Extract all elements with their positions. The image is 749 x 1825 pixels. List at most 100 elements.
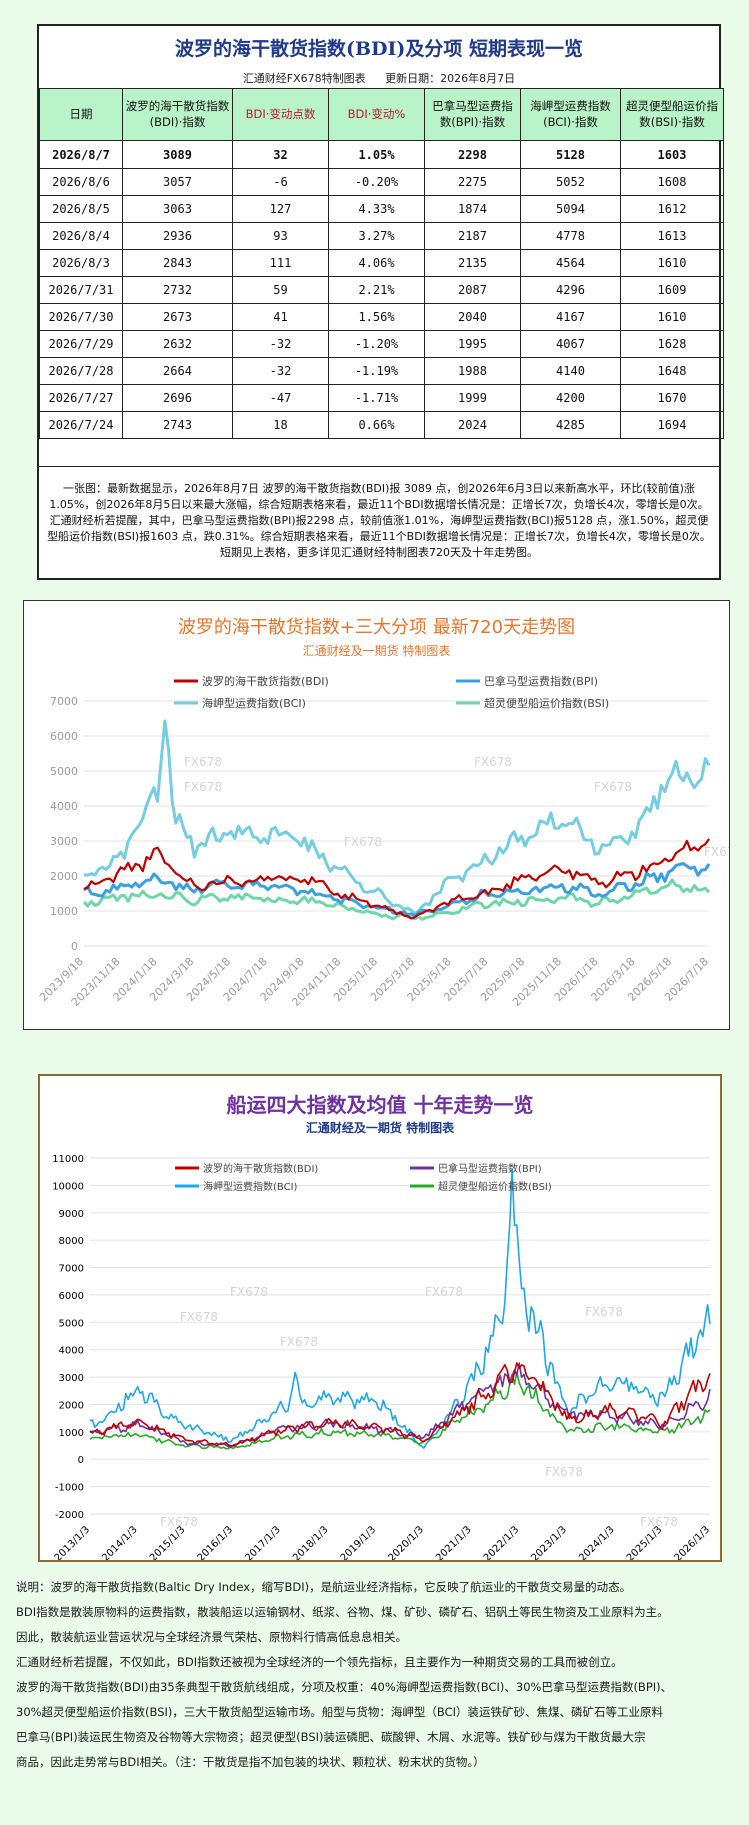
y-tick-label: 0 — [71, 940, 78, 953]
chart-title: 船运四大指数及均值 十年走势一览 — [227, 1093, 534, 1117]
table-row: 2026/7/24 2743 18 0.66% 2024 4285 1694 — [39, 411, 724, 439]
table-cell: 2040 — [424, 303, 521, 331]
x-tick-label: 2013/1/3 — [53, 1524, 93, 1560]
watermark: FX678 — [180, 1310, 218, 1324]
table-cell: 4.33% — [328, 195, 425, 223]
y-tick-label: 10000 — [52, 1181, 84, 1192]
table-cell: 2026/7/24 — [39, 411, 123, 439]
table-cell: 1694 — [620, 411, 724, 439]
summary-panel: 波罗的海干散货指数(BDI)及分项 短期表现一览 汇通财经FX678特制图表 更… — [37, 24, 724, 580]
table-cell: 2732 — [122, 276, 233, 304]
y-tick-label: -2000 — [55, 1510, 84, 1521]
header-bci: 海岬型运费指数(BCI)·指数 — [520, 88, 621, 141]
series-line — [89, 1168, 711, 1449]
table-cell: 1670 — [620, 384, 724, 412]
series-line — [89, 1362, 711, 1448]
watermark: FX678 — [545, 1465, 583, 1479]
update-date: 更新日期：2026年8月7日 — [385, 72, 516, 85]
y-tick-label: 7000 — [50, 695, 78, 708]
table-cell: 1999 — [424, 384, 521, 412]
table-cell: 2843 — [122, 249, 233, 277]
table-row: 2026/7/28 2664 -32 -1.19% 1988 4140 1648 — [39, 357, 724, 385]
maker-label: 汇通财经FX678特制图表 — [242, 72, 366, 85]
y-tick-label: 2000 — [59, 1400, 84, 1411]
header-bdi: 波罗的海干散货指数(BDI)·指数 — [122, 88, 233, 141]
series-line — [83, 838, 710, 920]
table-cell: 93 — [232, 222, 329, 250]
table-row: 2026/8/5 3063 127 4.33% 1874 5094 1612 — [39, 195, 724, 223]
table-cell: 2026/8/3 — [39, 249, 123, 277]
table-cell: 2026/8/5 — [39, 195, 123, 223]
table-cell: 2743 — [122, 411, 233, 439]
legend-label: 超灵便型船运价指数(BSI) — [438, 1180, 552, 1193]
header-date: 日期 — [39, 88, 123, 141]
explanation-line: 30%超灵便型船运价指数(BSI)，三大干散货船型运输市场。船型与货物：海岬型（… — [16, 1705, 664, 1719]
explanation-line: 巴拿马(BPI)装运民生物资及谷物等大宗物资；超灵便型(BSI)装运磷肥、碳酸钾… — [16, 1730, 646, 1744]
y-tick-label: 4000 — [59, 1346, 84, 1357]
header-bpi: 巴拿马型运费指数(BPI)·指数 — [424, 88, 521, 141]
table-cell: -6 — [232, 168, 329, 196]
x-tick-label: 2023/1/3 — [530, 1524, 570, 1560]
x-tick-label: 2025/1/3 — [625, 1524, 665, 1560]
table-cell: 1610 — [620, 249, 724, 277]
table-cell: 4285 — [520, 411, 621, 439]
table-cell: 1995 — [424, 330, 521, 358]
watermark: FX678 — [640, 1515, 678, 1529]
table-cell: 1988 — [424, 357, 521, 385]
table-cell: 2026/8/4 — [39, 222, 123, 250]
table-cell: 4140 — [520, 357, 621, 385]
y-tick-label: 7000 — [59, 1264, 84, 1275]
header-bdi-change: BDI·变动点数 — [232, 88, 329, 141]
table-cell: 1612 — [620, 195, 724, 223]
table-row: 2026/8/3 2843 111 4.06% 2135 4564 1610 — [39, 249, 724, 277]
table-cell: 3089 — [122, 140, 233, 169]
table-cell: 2026/8/7 — [39, 140, 123, 169]
table-cell: -32 — [232, 330, 329, 358]
x-tick-label: 2021/1/3 — [434, 1524, 474, 1560]
explanation-line: 汇通财经析若提醒，不仅如此，BDI指数还被视为全球经济的一个领先指标，且主要作为… — [16, 1655, 623, 1669]
y-tick-label: -1000 — [55, 1483, 84, 1494]
explanation-line: 说明：波罗的海干散货指数(Baltic Dry Index，缩写BDI)，是航运… — [16, 1580, 632, 1594]
table-row: 2026/7/27 2696 -47 -1.71% 1999 4200 1670 — [39, 384, 724, 412]
table-row: 2026/8/4 2936 93 3.27% 2187 4778 1613 — [39, 222, 724, 250]
watermark: FX678 — [344, 835, 382, 849]
series-line — [83, 862, 711, 917]
table-cell: 3.27% — [328, 222, 425, 250]
x-tick-label: 2018/1/3 — [291, 1524, 331, 1560]
x-tick-label: 2019/1/3 — [339, 1524, 379, 1560]
series-line — [89, 1362, 711, 1447]
table-cell: 1603 — [620, 140, 724, 169]
x-tick-label: 2020/1/3 — [386, 1524, 426, 1560]
table-cell: 1610 — [620, 303, 724, 331]
table-cell: 4067 — [520, 330, 621, 358]
series-line — [83, 719, 711, 916]
table-cell: 2026/7/31 — [39, 276, 123, 304]
table-cell: 1628 — [620, 330, 724, 358]
table-cell: 1609 — [620, 276, 724, 304]
table-cell: 4778 — [520, 222, 621, 250]
watermark: FX678 — [184, 780, 222, 794]
table-cell: 1874 — [424, 195, 521, 223]
table-cell: 4167 — [520, 303, 621, 331]
y-tick-label: 5000 — [59, 1318, 84, 1329]
y-tick-label: 6000 — [59, 1291, 84, 1302]
explanation-line: 因此，散装航运业营运状况与全球经济景气荣枯、原物料行情高低息息相关。 — [16, 1630, 407, 1644]
table-cell: -47 — [232, 384, 329, 412]
table-cell: 2026/7/27 — [39, 384, 123, 412]
table-cell: 2026/8/6 — [39, 168, 123, 196]
explanation-line: BDI指数是散装原物料的运费指数，散装船运以运输钢材、纸浆、谷物、煤、矿砂、磷矿… — [16, 1605, 669, 1619]
y-tick-label: 5000 — [50, 765, 78, 778]
watermark: FX678 — [160, 1515, 198, 1529]
y-tick-label: 0 — [78, 1455, 84, 1466]
y-tick-label: 1000 — [50, 905, 78, 918]
table-cell: 2026/7/28 — [39, 357, 123, 385]
table-cell: 0.66% — [328, 411, 425, 439]
table-cell: 18 — [232, 411, 329, 439]
table-cell: 127 — [232, 195, 329, 223]
table-cell: -1.71% — [328, 384, 425, 412]
y-tick-label: 8000 — [59, 1236, 84, 1247]
table-cell: 1648 — [620, 357, 724, 385]
legend-label: 波罗的海干散货指数(BDI) — [203, 1162, 318, 1175]
explanation-line: 商品，因此走势常与BDI相关。（注：干散货是指不加包装的块状、颗粒状、粉末状的货… — [16, 1755, 485, 1769]
